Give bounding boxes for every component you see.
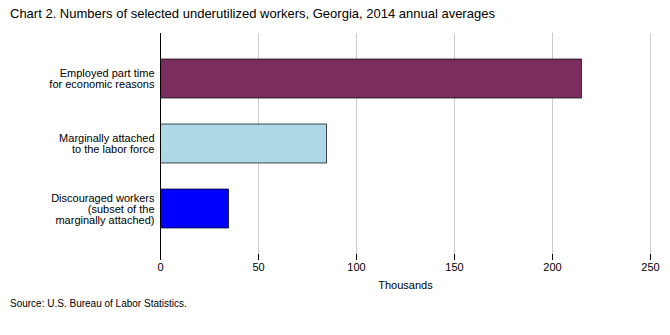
svg-text:150: 150 [445, 261, 463, 273]
svg-text:Marginally attachedto the labo: Marginally attachedto the labor force [59, 132, 154, 155]
svg-text:200: 200 [543, 261, 561, 273]
svg-text:Employed part timefor economic: Employed part timefor economic reasons [49, 67, 155, 90]
svg-text:100: 100 [347, 261, 365, 273]
svg-text:Discouraged workers(subset of: Discouraged workers(subset of themargina… [51, 192, 155, 226]
svg-text:50: 50 [252, 261, 264, 273]
html-text:Source: U.S. Bureau of Labor S: Source: U.S. Bureau of Labor Statistics. [10, 298, 187, 309]
svg-text:0: 0 [157, 261, 163, 273]
html-text:Chart 2. Numbers of selected u: Chart 2. Numbers of selected underutiliz… [10, 6, 495, 21]
svg-text:Thousands: Thousands [378, 279, 433, 291]
svg-text:250: 250 [641, 261, 659, 273]
